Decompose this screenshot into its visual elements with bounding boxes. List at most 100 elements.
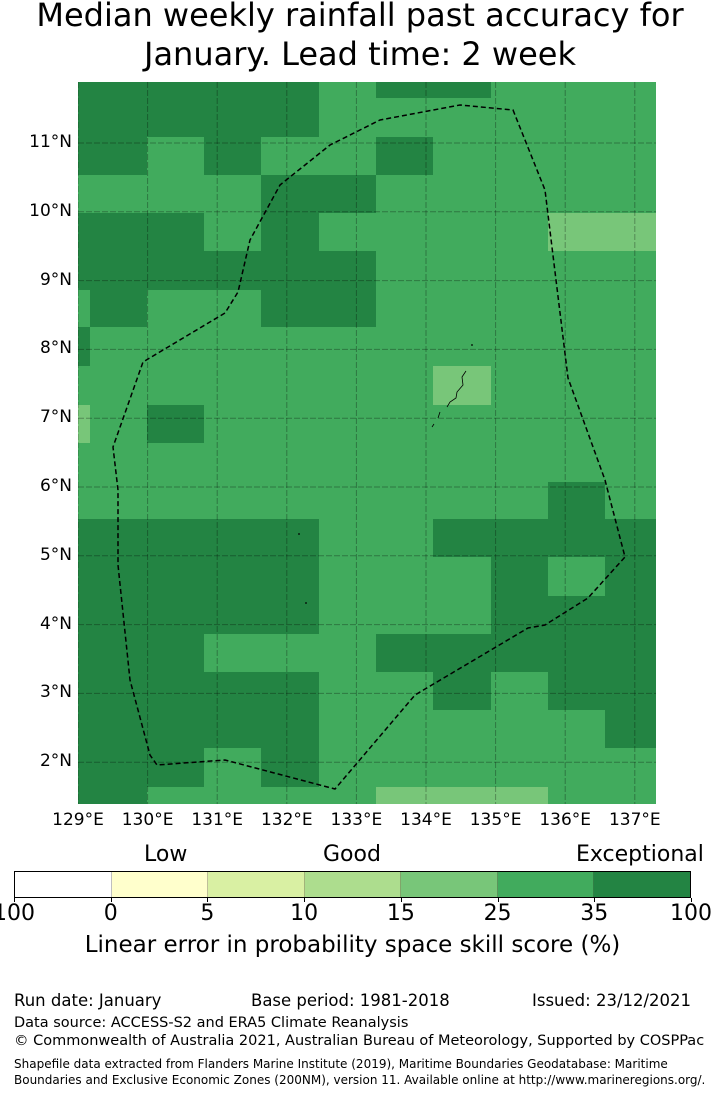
grid-cell xyxy=(147,213,204,251)
grid-cell xyxy=(433,634,491,672)
grid-cell xyxy=(548,787,605,804)
grid-cell xyxy=(90,634,147,672)
grid-cell xyxy=(319,137,376,175)
grid-cell xyxy=(433,443,491,482)
grid-cell xyxy=(319,327,376,366)
grid-cell xyxy=(90,137,147,175)
grid-cell xyxy=(605,672,656,710)
grid-cell xyxy=(78,748,90,787)
grid-cell xyxy=(605,557,656,596)
grid-cell xyxy=(147,82,204,98)
grid-cell xyxy=(491,787,548,804)
grid-cell xyxy=(90,596,147,634)
colorbar-tick-label: 100 xyxy=(670,901,712,926)
grid-cell xyxy=(433,366,491,405)
grid-cell xyxy=(548,443,605,482)
grid-cell xyxy=(605,327,656,366)
grid-cell xyxy=(548,327,605,366)
grid-cell xyxy=(147,290,204,327)
grid-cell xyxy=(204,290,261,327)
grid-cell xyxy=(548,557,605,596)
copyright: © Commonwealth of Australia 2021, Austra… xyxy=(14,1033,705,1049)
longitude-label: 132°E xyxy=(260,810,313,830)
palau-islands xyxy=(431,370,467,428)
grid-cell xyxy=(261,482,319,519)
grid-cell xyxy=(90,82,147,98)
grid-cell xyxy=(204,327,261,366)
grid-cell xyxy=(605,634,656,672)
grid-cell xyxy=(204,748,261,787)
colorbar-tick-label: 0 xyxy=(103,901,118,926)
colorbar-tick-mark xyxy=(400,898,402,902)
grid-cell xyxy=(491,137,548,175)
latitude-label: 10°N xyxy=(29,200,72,221)
grid-cell xyxy=(433,596,491,634)
grid-cell xyxy=(147,748,204,787)
grid-cell xyxy=(605,98,656,137)
grid-cell xyxy=(548,748,605,787)
data-source: Data source: ACCESS-S2 and ERA5 Climate … xyxy=(14,1015,409,1031)
grid-cell xyxy=(319,82,376,98)
grid-cell xyxy=(261,557,319,596)
longitude-label: 130°E xyxy=(121,810,174,830)
grid-cell xyxy=(90,366,147,405)
grid-cell xyxy=(90,405,147,443)
grid-cell xyxy=(147,405,204,443)
grid-cell xyxy=(605,251,656,290)
grid-cell xyxy=(261,82,319,98)
grid-cell xyxy=(78,98,90,137)
colorbar-tick-mark xyxy=(110,898,112,902)
skill-score-map xyxy=(78,82,656,804)
grid-cell xyxy=(548,137,605,175)
grid-cell xyxy=(376,557,433,596)
grid-cell xyxy=(261,787,319,804)
grid-cell xyxy=(204,519,261,557)
grid-cell xyxy=(491,251,548,290)
grid-cell xyxy=(605,443,656,482)
grid-cell xyxy=(319,213,376,251)
grid-cell xyxy=(376,251,433,290)
grid-cell xyxy=(78,327,90,366)
grid-cell xyxy=(319,482,376,519)
grid-cell xyxy=(204,98,261,137)
latitude-label: 6°N xyxy=(39,476,72,496)
grid-cell xyxy=(78,519,90,557)
grid-cell xyxy=(376,405,433,443)
grid-cell xyxy=(319,672,376,710)
grid-cell xyxy=(548,482,605,519)
grid-cell xyxy=(261,98,319,137)
grid-cell xyxy=(376,710,433,748)
grid-cell xyxy=(433,710,491,748)
grid-cell xyxy=(433,748,491,787)
colorbar-segment xyxy=(401,872,498,897)
grid-cell xyxy=(376,634,433,672)
grid-cell xyxy=(376,672,433,710)
grid-cell xyxy=(605,710,656,748)
grid-cell xyxy=(204,137,261,175)
grid-cell xyxy=(319,443,376,482)
grid-cell xyxy=(147,175,204,213)
grid-cell xyxy=(605,213,656,251)
grid-cell xyxy=(376,175,433,213)
grid-cell xyxy=(78,213,90,251)
latitude-label: 2°N xyxy=(39,751,72,772)
grid-cell xyxy=(147,366,204,405)
grid-cell xyxy=(548,672,605,710)
grid-cell xyxy=(433,482,491,519)
grid-cell xyxy=(90,748,147,787)
grid-cell xyxy=(147,787,204,804)
grid-cell xyxy=(261,137,319,175)
latitude-label: 5°N xyxy=(39,544,72,565)
grid-cell xyxy=(433,175,491,213)
colorbar-tick-mark xyxy=(691,898,692,902)
grid-cell xyxy=(433,672,491,710)
grid-cell xyxy=(204,634,261,672)
grid-cell xyxy=(376,596,433,634)
grid-cell xyxy=(261,327,319,366)
grid-cell xyxy=(147,596,204,634)
grid-cell xyxy=(90,672,147,710)
grid-cell xyxy=(78,405,90,443)
longitude-label: 135°E xyxy=(469,810,522,830)
grid-cell xyxy=(78,634,90,672)
grid-cell xyxy=(548,251,605,290)
